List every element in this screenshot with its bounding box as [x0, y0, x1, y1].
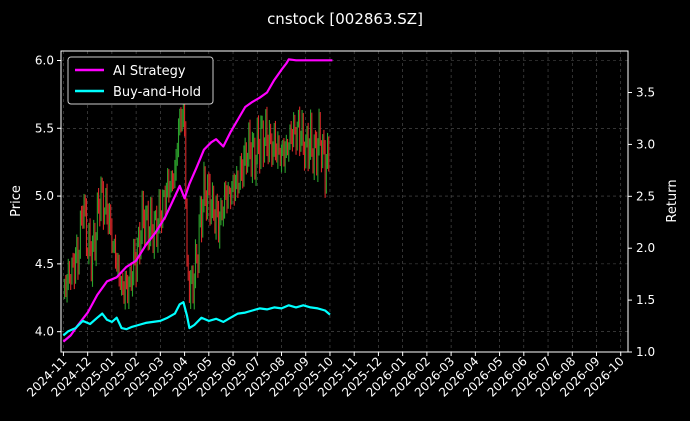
price-bars [64, 97, 330, 310]
y-axis-label-left: Price [9, 185, 24, 217]
right-tick-label: 3.5 [636, 86, 655, 100]
right-tick-label: 3.0 [636, 137, 655, 151]
left-tick-label: 4.0 [35, 325, 54, 339]
chart-title: cnstock [002863.SZ] [267, 10, 423, 28]
legend-box [67, 56, 214, 105]
right-axis: 1.0 1.5 2.0 2.5 3.0 3.5 [628, 86, 655, 359]
left-tick-label: 4.5 [35, 257, 54, 271]
series-line-buy-and-hold [62, 301, 331, 337]
right-tick-label: 1.0 [636, 345, 655, 359]
legend: AI Strategy Buy-and-Hold [67, 56, 214, 105]
left-tick-label: 6.0 [35, 53, 54, 67]
plot-frame [60, 50, 629, 353]
right-tick-label: 2.0 [636, 241, 655, 255]
right-tick-label: 1.5 [636, 293, 655, 307]
y-axis-label-right: Return [665, 179, 680, 222]
right-tick-label: 2.5 [636, 189, 655, 203]
left-axis: 4.0 4.5 5.0 5.5 6.0 [35, 53, 61, 339]
grid [61, 51, 628, 352]
left-tick-label: 5.0 [35, 189, 54, 203]
legend-label-ai-strategy: AI Strategy [113, 64, 186, 79]
series-line-ai-strategy [62, 58, 333, 343]
legend-label-buy-and-hold: Buy-and-Hold [113, 85, 201, 100]
left-tick-label: 5.5 [35, 121, 54, 135]
return-lines [62, 58, 333, 343]
